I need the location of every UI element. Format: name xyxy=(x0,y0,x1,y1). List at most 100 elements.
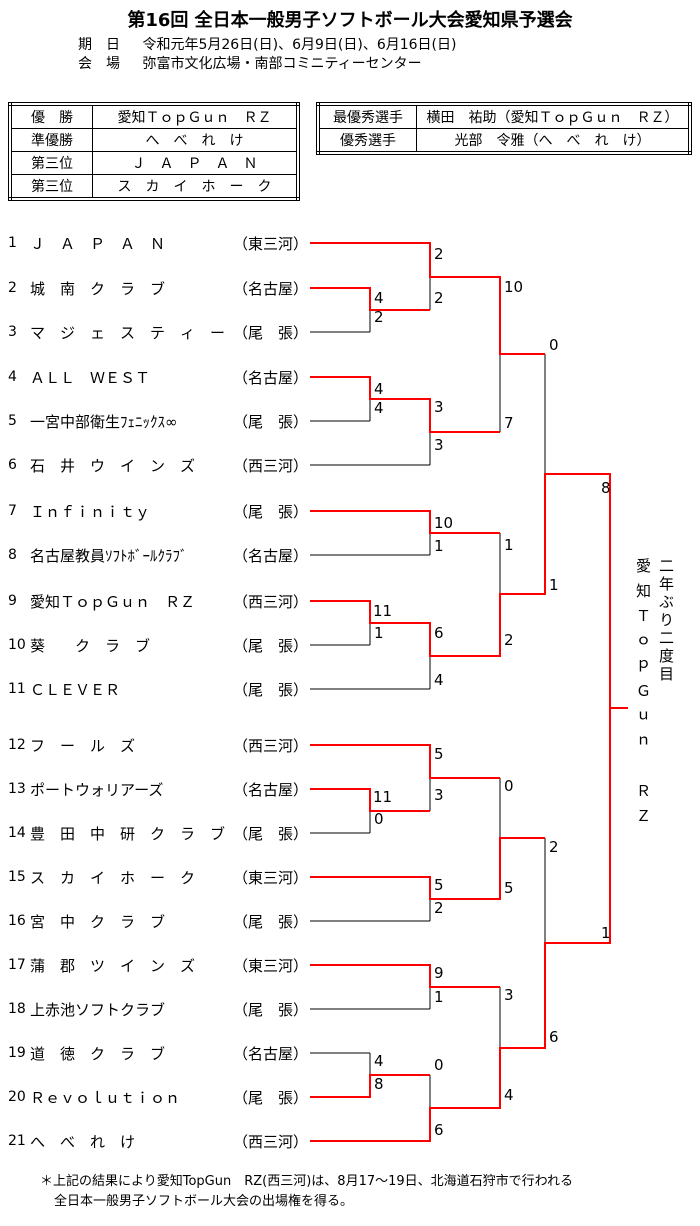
table-row: 第三位 Ｊ Ａ Ｐ Ａ Ｎ xyxy=(9,151,299,175)
table-row: 第三位 ス カ イ ホ ー ク xyxy=(9,174,299,200)
event-date-value: 令和元年5月26日(日)、6月9日(日)、6月16日(日) xyxy=(142,37,457,53)
score-label: 6 xyxy=(434,1121,444,1139)
score-label: 11 xyxy=(373,602,392,620)
table-row: 準優勝 へ べ れ け xyxy=(9,128,299,152)
team-region: （尾 張） xyxy=(232,323,308,342)
results-table: 優 勝 愛知ＴｏｐＧｕｎ ＲＺ 準優勝 へ べ れ け 第三位 Ｊ Ａ Ｐ Ａ … xyxy=(8,102,300,201)
team-region: （東三河） xyxy=(232,868,308,887)
team-region: （尾 張） xyxy=(232,1088,308,1107)
score-label: 1 xyxy=(434,537,444,555)
score-label: 3 xyxy=(504,986,514,1004)
team-region: （西三河） xyxy=(232,456,308,475)
team-region: （名古屋） xyxy=(232,546,308,565)
team-number: 5 xyxy=(8,413,17,429)
score-label: 4 xyxy=(504,1086,514,1104)
team-region: （尾 張） xyxy=(232,412,308,431)
team-row: 14 豊 田 中 研 ク ラ ブ （尾 張） xyxy=(8,823,308,843)
team-name: 愛知ＴｏｐＧｕｎ ＲＺ xyxy=(30,592,196,611)
table-row: 優秀選手 光部 令雅（へ べ れ け） xyxy=(317,128,691,154)
team-row: 20 Ｒｅｖｏｌｕｔｉｏｎ （尾 張） xyxy=(8,1087,308,1107)
team-number: 16 xyxy=(8,913,26,929)
team-number: 11 xyxy=(8,681,26,697)
team-row: 9 愛知ＴｏｐＧｕｎ ＲＺ （西三河） xyxy=(8,591,308,611)
score-label: 0 xyxy=(549,336,559,354)
team-row: 5 一宮中部衛生ﾌｪﾆｯｸｽ∞ （尾 張） xyxy=(8,411,308,431)
award-value: 横田 祐助（愛知ＴｏｐＧｕｎ ＲＺ） xyxy=(416,103,691,129)
team-number: 14 xyxy=(8,825,26,841)
score-label: 0 xyxy=(504,777,514,795)
team-region: （尾 張） xyxy=(232,680,308,699)
team-region: （名古屋） xyxy=(232,780,308,799)
score-label: 11 xyxy=(373,788,392,806)
team-row: 8 名古屋教員ｿﾌﾄﾎﾞｰﾙｸﾗﾌﾞ （名古屋） xyxy=(8,545,308,565)
team-number: 15 xyxy=(8,869,26,885)
team-name: Ｉｎｆｉｎｉｔｙ xyxy=(30,502,151,521)
team-row: 15 ス カ イ ホ ー ク （東三河） xyxy=(8,867,308,887)
score-label: 2 xyxy=(434,289,444,307)
team-row: 11 ＣＬＥＶＥＲ （尾 張） xyxy=(8,679,308,699)
team-number: 13 xyxy=(8,781,26,797)
score-label: 5 xyxy=(504,879,514,897)
team-name: 城 南 ク ラ ブ xyxy=(30,279,166,298)
score-label: 4 xyxy=(374,289,384,307)
result-label: 第三位 xyxy=(9,151,93,175)
team-row: 7 Ｉｎｆｉｎｉｔｙ （尾 張） xyxy=(8,501,308,521)
result-label: 第三位 xyxy=(9,174,93,200)
table-row: 優 勝 愛知ＴｏｐＧｕｎ ＲＺ xyxy=(9,103,299,129)
team-name: ＣＬＥＶＥＲ xyxy=(30,680,121,699)
score-label: 1 xyxy=(374,624,384,642)
award-value: 光部 令雅（へ べ れ け） xyxy=(416,128,691,154)
team-region: （尾 張） xyxy=(232,912,308,931)
score-label: 8 xyxy=(374,1075,384,1093)
team-row: 2 城 南 ク ラ ブ （名古屋） xyxy=(8,278,308,298)
team-region: （西三河） xyxy=(232,1132,308,1151)
team-row: 6 石 井 ウ イ ン ズ （西三河） xyxy=(8,455,308,475)
team-name: ス カ イ ホ ー ク xyxy=(30,868,196,887)
team-row: 13 ポートウォリアーズ （名古屋） xyxy=(8,779,308,799)
team-name: ポートウォリアーズ xyxy=(30,780,164,799)
winner-path xyxy=(310,242,628,1142)
score-label: 0 xyxy=(434,1056,444,1074)
team-row: 1 Ｊ Ａ Ｐ Ａ Ｎ （東三河） xyxy=(8,233,308,253)
score-label: 3 xyxy=(434,436,444,454)
team-region: （名古屋） xyxy=(232,368,308,387)
team-region: （名古屋） xyxy=(232,279,308,298)
event-date-label: 期 日 xyxy=(78,37,120,53)
score-label: 4 xyxy=(374,399,384,417)
team-region: （尾 張） xyxy=(232,824,308,843)
champion-note-streak: 二年ぶり二度目 xyxy=(657,558,675,684)
team-number: 17 xyxy=(8,957,26,973)
result-value: Ｊ Ａ Ｐ Ａ Ｎ xyxy=(92,151,299,175)
table-row: 最優秀選手 横田 祐助（愛知ＴｏｐＧｕｎ ＲＺ） xyxy=(317,103,691,129)
awards-table: 最優秀選手 横田 祐助（愛知ＴｏｐＧｕｎ ＲＺ） 優秀選手 光部 令雅（へ べ … xyxy=(316,102,692,155)
team-name: 葵 ク ラ ブ xyxy=(30,636,151,655)
result-value: へ べ れ け xyxy=(92,128,299,152)
team-number: 9 xyxy=(8,593,17,609)
team-number: 2 xyxy=(8,280,17,296)
score-label: 4 xyxy=(374,380,384,398)
team-row: 17 蒲 郡 ツ イ ン ズ （東三河） xyxy=(8,955,308,975)
score-label: 2 xyxy=(434,899,444,917)
team-row: 16 宮 中 ク ラ ブ （尾 張） xyxy=(8,911,308,931)
team-name: フ ー ル ズ xyxy=(30,736,136,755)
team-number: 4 xyxy=(8,369,17,385)
team-name: 名古屋教員ｿﾌﾄﾎﾞｰﾙｸﾗﾌﾞ xyxy=(30,546,188,565)
footer-line1: ＊上記の結果により愛知TopGun RZ(西三河)は、8月17～19日、北海道石… xyxy=(40,1174,574,1189)
score-label: 2 xyxy=(549,838,559,856)
team-region: （尾 張） xyxy=(232,1000,308,1019)
team-region: （西三河） xyxy=(232,736,308,755)
score-label: 1 xyxy=(434,988,444,1006)
score-label: 10 xyxy=(504,278,523,296)
team-number: 1 xyxy=(8,235,17,251)
score-label: 2 xyxy=(434,245,444,263)
footer-line2: 全日本一般男子ソフトボール大会の出場権を得る。 xyxy=(54,1194,354,1209)
champion-note-name: 愛知ＴｏｐＧｕｎ ＲＺ xyxy=(634,558,652,833)
team-region: （東三河） xyxy=(232,956,308,975)
event-info: 期 日 令和元年5月26日(日)、6月9日(日)、6月16日(日) 会 場 弥富… xyxy=(78,36,456,74)
page-title: 第16回 全日本一般男子ソフトボール大会愛知県予選会 xyxy=(127,10,573,31)
team-number: 20 xyxy=(8,1089,26,1105)
team-name: Ｊ Ａ Ｐ Ａ Ｎ xyxy=(30,234,166,253)
score-label: 5 xyxy=(434,745,444,763)
score-label: 6 xyxy=(549,1028,559,1046)
